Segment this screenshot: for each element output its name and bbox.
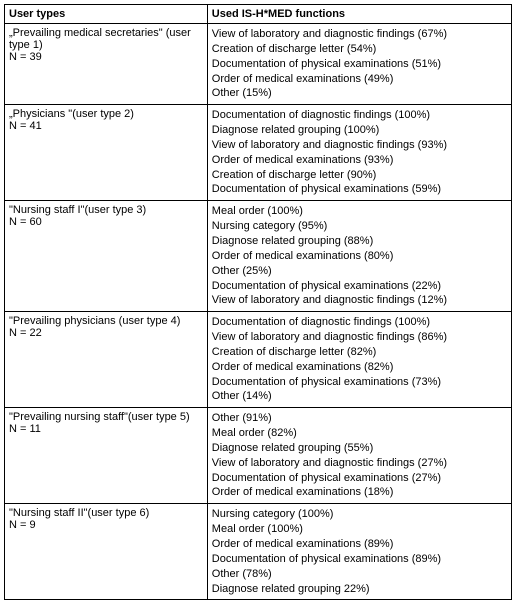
function-line: Creation of discharge letter (82%) — [212, 345, 507, 360]
function-line: Order of medical examinations (89%) — [212, 537, 507, 552]
function-line: Diagnose related grouping 22%) — [212, 582, 507, 597]
function-line: Diagnose related grouping (88%) — [212, 234, 507, 249]
function-line: View of laboratory and diagnostic findin… — [212, 27, 507, 42]
header-user-types: User types — [5, 5, 208, 24]
cell-functions: Documentation of diagnostic findings (10… — [207, 105, 511, 201]
cell-user-type: "Nursing staff I"(user type 3)N = 60 — [5, 201, 208, 312]
function-line: View of laboratory and diagnostic findin… — [212, 138, 507, 153]
function-line: Documentation of physical examinations (… — [212, 471, 507, 486]
function-line: Order of medical examinations (93%) — [212, 153, 507, 168]
function-line: Meal order (100%) — [212, 522, 507, 537]
cell-functions: View of laboratory and diagnostic findin… — [207, 24, 511, 105]
table-row: "Prevailing physicians (user type 4)N = … — [5, 312, 512, 408]
user-type-n: N = 11 — [9, 423, 203, 435]
function-line: Documentation of physical examinations (… — [212, 375, 507, 390]
cell-user-type: „Prevailing medical secretaries" (user t… — [5, 24, 208, 105]
function-line: Nursing category (95%) — [212, 219, 507, 234]
user-type-n: N = 39 — [9, 51, 203, 63]
cell-functions: Documentation of diagnostic findings (10… — [207, 312, 511, 408]
function-line: Order of medical examinations (18%) — [212, 485, 507, 500]
user-type-n: N = 41 — [9, 120, 203, 132]
table-row: „Physicians "(user type 2)N = 41 Document… — [5, 105, 512, 201]
function-line: Other (14%) — [212, 389, 507, 404]
table-header-row: User types Used IS-H*MED functions — [5, 5, 512, 24]
function-line: Order of medical examinations (80%) — [212, 249, 507, 264]
table-row: "Nursing staff I"(user type 3)N = 60Meal… — [5, 201, 512, 312]
function-line: View of laboratory and diagnostic findin… — [212, 456, 507, 471]
header-functions: Used IS-H*MED functions — [207, 5, 511, 24]
cell-user-type: "Nursing staff II"(user type 6)N = 9 — [5, 504, 208, 600]
function-line: Creation of discharge letter (54%) — [212, 42, 507, 57]
function-line: Meal order (100%) — [212, 204, 507, 219]
function-line: Documentation of physical examinations (… — [212, 182, 507, 197]
user-type-name: "Prevailing nursing staff"(user type 5) — [9, 411, 203, 423]
user-type-name: „Prevailing medical secretaries" (user t… — [9, 27, 203, 51]
table-row: "Nursing staff II"(user type 6)N = 9Nurs… — [5, 504, 512, 600]
function-line: View of laboratory and diagnostic findin… — [212, 330, 507, 345]
cell-functions: Meal order (100%)Nursing category (95%)D… — [207, 201, 511, 312]
function-line: Documentation of physical examinations (… — [212, 57, 507, 72]
function-line: Documentation of diagnostic findings (10… — [212, 108, 507, 123]
user-type-name: "Prevailing physicians (user type 4) — [9, 315, 203, 327]
user-type-n: N = 60 — [9, 216, 203, 228]
function-line: Documentation of physical examinations (… — [212, 552, 507, 567]
cell-user-type: „Physicians "(user type 2)N = 41 — [5, 105, 208, 201]
user-type-name: "Nursing staff II"(user type 6) — [9, 507, 203, 519]
user-types-table: User types Used IS-H*MED functions „Prev… — [4, 4, 512, 600]
function-line: Other (15%) — [212, 86, 507, 101]
function-line: Order of medical examinations (82%) — [212, 360, 507, 375]
function-line: Documentation of diagnostic findings (10… — [212, 315, 507, 330]
cell-user-type: "Prevailing nursing staff"(user type 5)N… — [5, 408, 208, 504]
user-type-n: N = 9 — [9, 519, 203, 531]
function-line: View of laboratory and diagnostic findin… — [212, 293, 507, 308]
table-body: „Prevailing medical secretaries" (user t… — [5, 24, 512, 600]
cell-user-type: "Prevailing physicians (user type 4)N = … — [5, 312, 208, 408]
user-type-n: N = 22 — [9, 327, 203, 339]
function-line: Documentation of physical examinations (… — [212, 279, 507, 294]
user-type-name: "Nursing staff I"(user type 3) — [9, 204, 203, 216]
user-type-name: „Physicians "(user type 2) — [9, 108, 203, 120]
function-line: Nursing category (100%) — [212, 507, 507, 522]
cell-functions: Other (91%)Meal order (82%)Diagnose rela… — [207, 408, 511, 504]
table-row: "Prevailing nursing staff"(user type 5)N… — [5, 408, 512, 504]
table-row: „Prevailing medical secretaries" (user t… — [5, 24, 512, 105]
function-line: Diagnose related grouping (55%) — [212, 441, 507, 456]
function-line: Creation of discharge letter (90%) — [212, 168, 507, 183]
function-line: Order of medical examinations (49%) — [212, 72, 507, 87]
function-line: Other (91%) — [212, 411, 507, 426]
function-line: Other (25%) — [212, 264, 507, 279]
function-line: Meal order (82%) — [212, 426, 507, 441]
function-line: Diagnose related grouping (100%) — [212, 123, 507, 138]
cell-functions: Nursing category (100%)Meal order (100%)… — [207, 504, 511, 600]
function-line: Other (78%) — [212, 567, 507, 582]
